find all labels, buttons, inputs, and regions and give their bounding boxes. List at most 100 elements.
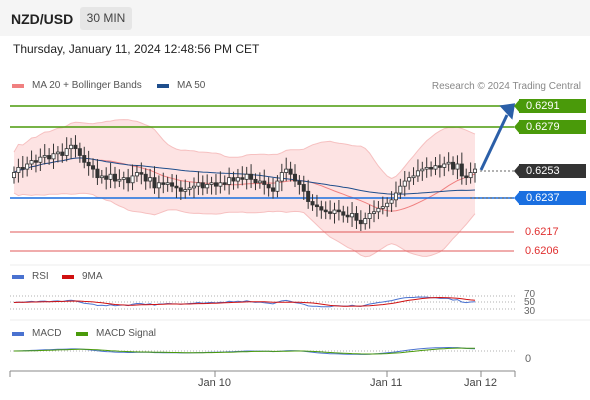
ma20-swatch	[12, 83, 24, 88]
candle-body	[249, 173, 254, 180]
candle-body	[104, 175, 109, 180]
candle-body	[376, 207, 381, 213]
candle-body	[200, 182, 205, 189]
ma50-line	[13, 157, 476, 195]
candle-body	[415, 170, 420, 177]
candle-body	[363, 218, 368, 225]
macd-signal-swatch	[76, 331, 88, 336]
candle-body	[354, 213, 359, 221]
candle-body	[240, 177, 245, 180]
chart-datetime: Thursday, January 11, 2024 12:48:56 PM C…	[13, 42, 260, 56]
candle-body	[442, 163, 447, 168]
candle-body	[170, 182, 175, 187]
candle-body	[389, 199, 394, 204]
candle-body	[332, 209, 337, 214]
r2-price-tag: 0.6291	[519, 99, 586, 113]
candle-body	[152, 177, 157, 189]
candle-body	[433, 165, 438, 170]
candle-body	[42, 155, 47, 158]
bollinger-upper-line	[13, 119, 476, 180]
candle-body	[134, 172, 139, 177]
candle-body	[187, 187, 192, 190]
candle-body	[341, 211, 346, 216]
rsi-ma-swatch	[62, 274, 74, 279]
candle-body	[429, 167, 434, 170]
r2-tag-arrow	[514, 99, 520, 113]
legend-ma20-label: MA 20 + Bollinger Bands	[32, 80, 142, 91]
rsi-level-30: 30	[524, 306, 536, 317]
candle-body	[345, 214, 350, 218]
projection-arrow-shaft	[479, 114, 509, 171]
candle-body	[284, 168, 289, 173]
candle-body	[271, 187, 276, 192]
candle-body	[367, 213, 372, 219]
candle-body	[60, 151, 65, 156]
candle-body	[288, 168, 293, 175]
candle-body	[319, 206, 324, 211]
candle-body	[464, 175, 469, 179]
candle-body	[143, 173, 148, 182]
candle-body	[455, 163, 460, 170]
candle-body	[11, 172, 16, 179]
legend-macd: MACD	[12, 328, 61, 339]
candle-body	[16, 167, 21, 173]
legend-rsi-ma-label: 9MA	[82, 271, 103, 282]
candle-body	[257, 180, 262, 184]
candle-body	[253, 178, 258, 184]
candle-body	[380, 206, 385, 209]
ma50-swatch	[157, 83, 169, 88]
candle-body	[86, 161, 91, 167]
legend-ma50-label: MA 50	[177, 80, 206, 91]
candle-body	[411, 175, 416, 179]
candle-body	[468, 172, 473, 179]
rsi-level-50: 50	[524, 297, 536, 308]
x-label-jan10: Jan 10	[198, 377, 232, 389]
candle-body	[38, 156, 43, 163]
candle-body	[420, 168, 425, 172]
macd-swatch	[12, 331, 24, 336]
candle-body	[148, 177, 153, 182]
bollinger-lower-line	[13, 192, 476, 258]
legend-macd-signal: MACD Signal	[76, 328, 156, 339]
candle-body	[29, 160, 34, 165]
r1-tag-arrow	[514, 120, 520, 134]
candle-body	[437, 165, 442, 168]
candle-body	[156, 182, 161, 189]
timeframe-button[interactable]: 30 MIN	[80, 7, 132, 30]
r1-price-tag: 0.6279	[519, 120, 586, 134]
x-label-jan11: Jan 11	[370, 377, 403, 389]
candle-body	[165, 182, 170, 185]
candle-body	[99, 175, 104, 179]
candle-body	[51, 153, 56, 160]
rsi-ma-line	[13, 296, 476, 307]
candle-body	[121, 177, 126, 180]
candle-body	[323, 209, 328, 213]
projection-arrow-head	[499, 103, 516, 120]
candle-body	[402, 180, 407, 187]
candle-body	[218, 182, 223, 187]
x-label-jan12: Jan 12	[464, 377, 498, 389]
candle-body	[358, 219, 363, 225]
s2-price-label: 0.6206	[525, 245, 559, 257]
legend-ma50: MA 50	[157, 80, 205, 91]
candle-body	[424, 167, 429, 170]
candle-body	[192, 185, 197, 189]
candle-body	[393, 192, 398, 201]
s1-price-label: 0.6217	[525, 226, 559, 238]
candle-body	[275, 180, 280, 192]
candle-body	[459, 163, 464, 177]
legend-rsi-label: RSI	[32, 271, 49, 282]
candle-body	[69, 144, 74, 150]
candle-body	[77, 148, 82, 156]
candle-body	[292, 173, 297, 182]
rsi-level-70: 70	[524, 289, 536, 300]
candle-body	[47, 155, 52, 160]
symbol-title: NZD/USD	[11, 11, 74, 27]
candle-body	[33, 160, 38, 163]
chart-header: NZD/USD 30 MIN	[0, 0, 590, 36]
candle-body	[231, 177, 236, 182]
candle-body	[350, 213, 355, 218]
candle-body	[130, 175, 135, 184]
candle-body	[385, 202, 390, 208]
